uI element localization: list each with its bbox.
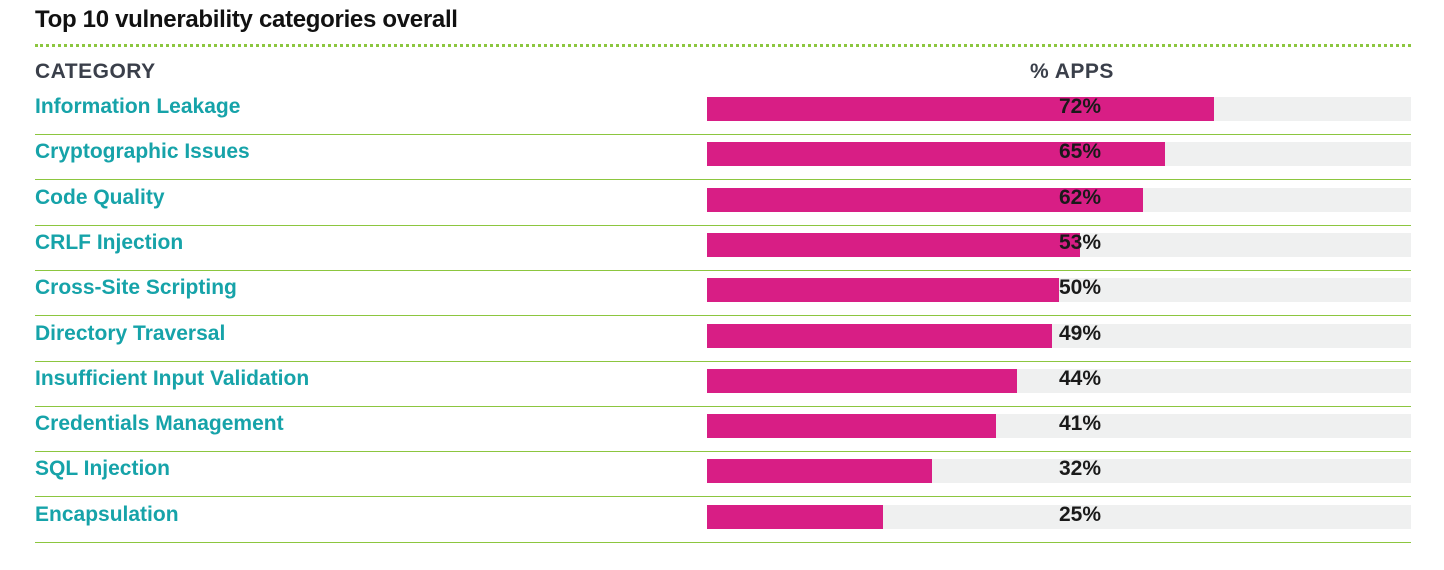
- title-divider: [35, 44, 1411, 47]
- bar: [707, 504, 883, 529]
- bar-track: [707, 142, 1411, 167]
- table-row: SQL Injection 32%: [35, 452, 1411, 498]
- bar-track: [707, 323, 1411, 348]
- bar-track: [707, 187, 1411, 212]
- bar: [707, 414, 996, 439]
- category-label: Cross-Site Scripting: [35, 276, 237, 300]
- table-row: Cryptographic Issues 65%: [35, 135, 1411, 181]
- table-row: Code Quality 62%: [35, 181, 1411, 226]
- category-label: Encapsulation: [35, 502, 179, 526]
- value-label: 41%: [1058, 412, 1102, 436]
- value-label: 49%: [1058, 321, 1102, 345]
- table-row: Insufficient Input Validation 44%: [35, 362, 1411, 407]
- value-label: 72%: [1058, 95, 1102, 118]
- bar-track: [707, 368, 1411, 393]
- value-label: 65%: [1058, 140, 1102, 164]
- bar: [707, 187, 1144, 212]
- bar-track: [707, 278, 1411, 303]
- table-row: CRLF Injection 53%: [35, 226, 1411, 271]
- category-label: Insufficient Input Validation: [35, 366, 310, 390]
- table-row: Cross-Site Scripting 50%: [35, 271, 1411, 317]
- value-label: 62%: [1058, 185, 1102, 209]
- table-row: Information Leakage 72%: [35, 90, 1411, 135]
- category-label: CRLF Injection: [35, 230, 184, 254]
- category-label: Code Quality: [35, 185, 165, 209]
- bar: [707, 459, 933, 484]
- bar: [707, 232, 1081, 257]
- category-label: Credentials Management: [35, 412, 284, 436]
- table-row: Directory Traversal 49%: [35, 317, 1411, 362]
- bar: [707, 142, 1165, 167]
- bar: [707, 368, 1017, 393]
- category-label: Directory Traversal: [35, 321, 226, 345]
- category-label: Cryptographic Issues: [35, 140, 250, 164]
- chart-title: Top 10 vulnerability categories overall: [35, 6, 458, 33]
- value-label: 32%: [1058, 457, 1102, 481]
- bar: [707, 278, 1059, 303]
- bar-track: [707, 459, 1411, 484]
- table-row: Encapsulation 25%: [35, 498, 1411, 543]
- value-label: 25%: [1058, 502, 1102, 526]
- bar: [707, 323, 1052, 348]
- value-column-header: % APPS: [1030, 60, 1114, 83]
- table-row: Credentials Management 41%: [35, 407, 1411, 453]
- value-label: 53%: [1058, 230, 1102, 254]
- bar-track: [707, 232, 1411, 257]
- category-column-header: CATEGORY: [35, 60, 156, 83]
- value-label: 44%: [1058, 366, 1102, 390]
- category-label: SQL Injection: [35, 457, 170, 481]
- bar-track: [707, 97, 1411, 121]
- value-label: 50%: [1058, 276, 1102, 300]
- bar: [707, 97, 1214, 121]
- bar-track: [707, 504, 1411, 529]
- category-label: Information Leakage: [35, 95, 241, 118]
- bar-track: [707, 414, 1411, 439]
